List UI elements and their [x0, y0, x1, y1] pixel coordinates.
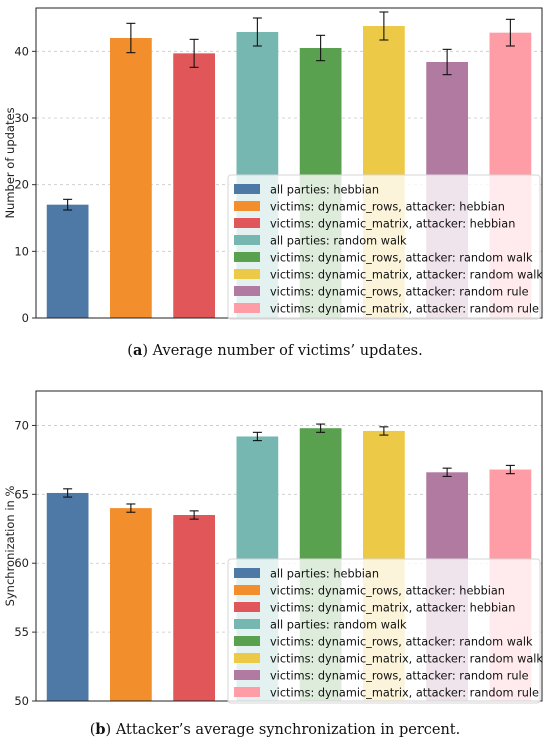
- legend-swatch: [234, 201, 260, 211]
- legend-swatch: [234, 568, 260, 578]
- legend-entry: victims: dynamic_rows, attacker: hebbian: [270, 201, 505, 214]
- y-tick-label: 20: [14, 178, 29, 192]
- legend-swatch: [234, 653, 260, 663]
- legend-swatch: [234, 602, 260, 612]
- bar: [110, 508, 152, 701]
- legend-entry: victims: dynamic_matrix, attacker: rando…: [270, 687, 539, 700]
- bar: [173, 53, 215, 318]
- legend-entry: victims: dynamic_rows, attacker: random …: [270, 252, 533, 265]
- y-tick-label: 30: [14, 111, 29, 125]
- y-tick-label: 50: [14, 694, 29, 708]
- legend-entry: victims: dynamic_matrix, attacker: rando…: [270, 269, 543, 282]
- bar: [110, 38, 152, 318]
- y-tick-label: 65: [14, 487, 29, 501]
- legend-entry: victims: dynamic_rows, attacker: hebbian: [270, 585, 505, 598]
- legend-swatch: [234, 636, 260, 646]
- y-tick-label: 60: [14, 556, 29, 570]
- legend-swatch: [234, 687, 260, 697]
- bar: [46, 204, 89, 318]
- y-axis-label: Number of updates: [3, 107, 17, 218]
- y-tick-label: 0: [22, 311, 29, 325]
- legend-entry: victims: dynamic_rows, attacker: random …: [270, 636, 533, 649]
- caption-text: Attacker’s average synchronization in pe…: [111, 722, 461, 738]
- legend-entry: victims: dynamic_matrix, attacker: rando…: [270, 653, 543, 666]
- legend-entry: victims: dynamic_matrix, attacker: hebbi…: [270, 218, 515, 231]
- caption-b: (b) Attacker’s average synchronization i…: [89, 721, 461, 738]
- legend-swatch: [234, 235, 260, 245]
- y-tick-label: 55: [14, 625, 29, 639]
- legend-swatch: [234, 619, 260, 629]
- legend-entry: victims: dynamic_matrix, attacker: hebbi…: [270, 602, 515, 615]
- caption-letter: b: [95, 721, 106, 738]
- legend-swatch: [234, 218, 260, 228]
- legend-swatch: [234, 184, 260, 194]
- legend-box: [227, 174, 541, 320]
- y-tick-label: 70: [14, 418, 29, 432]
- legend-swatch: [234, 286, 260, 296]
- legend-swatch: [234, 269, 260, 279]
- caption-a: (a) Average number of victims’ updates.: [127, 342, 423, 359]
- caption-text: Average number of victims’ updates.: [148, 343, 423, 359]
- bar: [46, 492, 89, 701]
- legend-entry: victims: dynamic_matrix, attacker: rando…: [270, 303, 539, 316]
- legend-box: [227, 558, 541, 704]
- legend-entry: victims: dynamic_rows, attacker: random …: [270, 670, 529, 683]
- legend-swatch: [234, 303, 260, 313]
- bar: [173, 515, 215, 701]
- chart-panel-b: 50 55 60 65 70 Synchronization in % all partie…: [0, 378, 550, 745]
- caption-letter: a: [132, 342, 143, 359]
- y-tick-label: 40: [14, 44, 29, 58]
- y-axis-label: Synchronization in %: [3, 486, 17, 607]
- legend-swatch: [234, 670, 260, 680]
- legend-swatch: [234, 252, 260, 262]
- legend-swatch: [234, 585, 260, 595]
- legend-entry: victims: dynamic_rows, attacker: random …: [270, 286, 529, 299]
- legend-entry: all parties: hebbian: [270, 568, 379, 581]
- legend-entry: all parties: hebbian: [270, 184, 379, 197]
- legend-entry: all parties: random walk: [270, 235, 407, 248]
- bar-chart-updates: 0 10 20 30 40 Number of updates all parties: h…: [3, 7, 543, 325]
- bar-chart-synchronization: 50 55 60 65 70 Synchronization in % all partie…: [3, 390, 543, 708]
- y-tick-label: 10: [14, 244, 29, 258]
- chart-panel-a: 0 10 20 30 40 Number of updates all parties: h…: [0, 0, 550, 370]
- legend-entry: all parties: random walk: [270, 619, 407, 632]
